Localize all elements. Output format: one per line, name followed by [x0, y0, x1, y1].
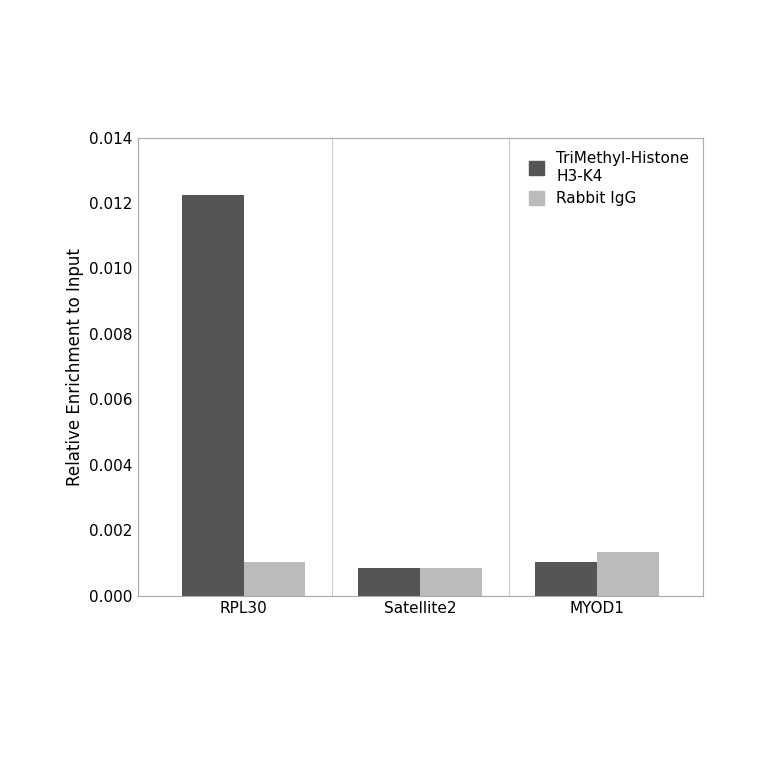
Bar — [358, 568, 420, 596]
Bar — [535, 562, 597, 596]
Bar — [420, 568, 482, 596]
Bar — [182, 195, 244, 596]
Legend: TriMethyl-Histone
H3-K4, Rabbit IgG: TriMethyl-Histone H3-K4, Rabbit IgG — [523, 145, 695, 212]
Bar — [244, 562, 306, 596]
Bar — [597, 552, 659, 596]
Y-axis label: Relative Enrichment to Input: Relative Enrichment to Input — [66, 248, 83, 486]
